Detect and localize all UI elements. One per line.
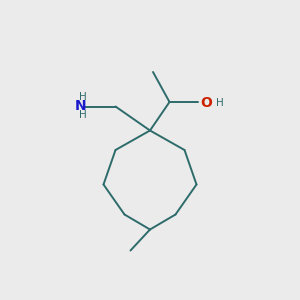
Text: N: N (75, 100, 86, 113)
Text: H: H (216, 98, 224, 108)
Text: H: H (79, 110, 87, 121)
Text: O: O (200, 96, 212, 110)
Text: H: H (79, 92, 87, 102)
